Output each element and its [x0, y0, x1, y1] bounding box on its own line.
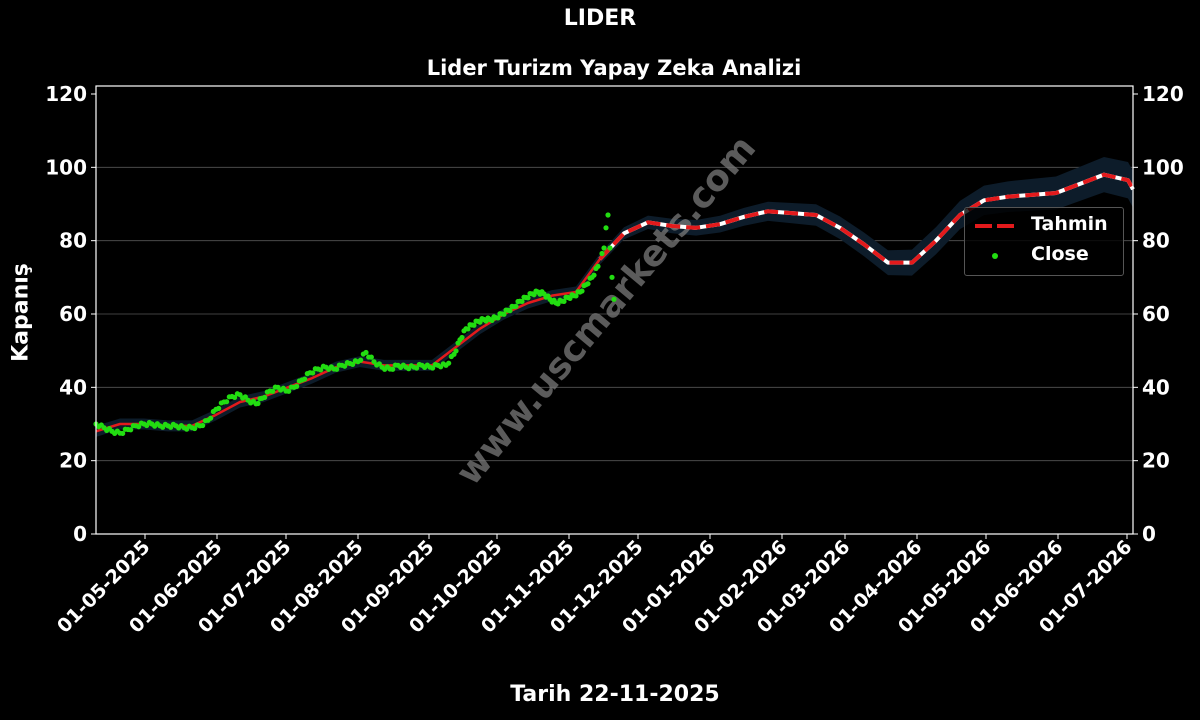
y-tick-label-right: 80: [1142, 229, 1170, 253]
axes-frame: [95, 85, 1134, 535]
chart-suptitle: LIDER: [563, 6, 637, 31]
y-tick-label-right: 120: [1142, 82, 1184, 106]
legend-label: Tahmin: [1031, 213, 1108, 235]
legend-item-tahmin: Tahmin: [965, 210, 1123, 240]
legend-label: Close: [1031, 243, 1089, 265]
y-tick-label-right: 40: [1142, 375, 1170, 399]
legend: Tahmin Close: [964, 207, 1124, 276]
y-tick-label: 80: [59, 229, 87, 253]
y-tick-label: 40: [59, 375, 87, 399]
y-tick-label: 120: [45, 82, 87, 106]
dot-icon: [992, 253, 998, 259]
watermark: www.uscmarkets.com: [448, 128, 764, 493]
y-tick-label: 20: [59, 449, 87, 473]
close-points: [93, 212, 617, 437]
y-tick-label: 0: [73, 522, 87, 546]
y-tick-label: 60: [59, 302, 87, 326]
y-axis-left-ticks: 0 20 40 60 80 100 120: [45, 82, 96, 546]
dashed-line-icon: [975, 224, 992, 228]
y-tick-label-right: 0: [1142, 522, 1156, 546]
y-tick-label-right: 20: [1142, 449, 1170, 473]
y-tick-label: 100: [45, 155, 87, 179]
chart-title: Lider Turizm Yapay Zeka Analizi: [426, 56, 802, 80]
x-axis-ticks: 01-05-202501-06-202501-07-202501-08-2025…: [53, 534, 1137, 637]
confidence-band: [96, 157, 1133, 437]
y-axis-right-ticks: 0 20 40 60 80 100 120: [1133, 82, 1184, 546]
svg-text:www.uscmarkets.com: www.uscmarkets.com: [448, 128, 764, 493]
dashed-line-icon: [997, 224, 1014, 228]
x-axis-label: Tarih 22-11-2025: [510, 682, 720, 707]
y-tick-label-right: 60: [1142, 302, 1170, 326]
legend-item-close: Close: [965, 240, 1123, 270]
y-tick-label-right: 100: [1142, 155, 1184, 179]
